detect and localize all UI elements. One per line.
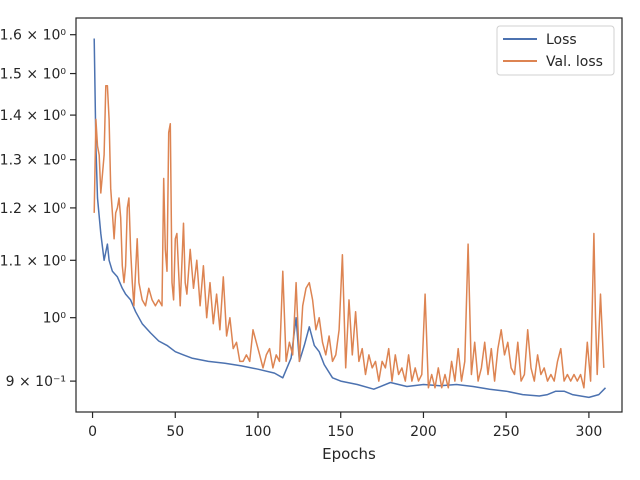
y-tick-label: 10⁰ [43, 311, 67, 327]
y-tick-label: 1.2 × 10⁰ [0, 201, 66, 217]
legend-label-val-loss: Val. loss [546, 54, 603, 70]
y-axis: 9 × 10⁻¹ 10⁰ 1.1 × 10⁰ 1.2 × 10⁰ 1.3 × 10⁰ 1.… [0, 28, 76, 390]
y-tick-label: 1.5 × 10⁰ [0, 67, 66, 83]
series-line-loss [93, 38, 607, 399]
x-axis: 0 50 100 150 200 250 300 [88, 412, 602, 440]
y-tick-label: 1.4 × 10⁰ [0, 108, 66, 124]
x-axis-label: Epochs [322, 445, 376, 463]
x-tick-label: 0 [88, 424, 97, 440]
plot-frame [75, 17, 623, 413]
y-tick-label: 1.3 × 10⁰ [0, 153, 66, 169]
x-tick-label: 250 [493, 424, 520, 440]
legend-label-loss: Loss [546, 32, 577, 48]
y-tick-label: 1.6 × 10⁰ [0, 28, 66, 44]
legend: Loss Val. loss [496, 25, 615, 76]
x-tick-label: 200 [410, 424, 437, 440]
x-tick-label: 100 [245, 424, 272, 440]
y-tick-label: 9 × 10⁻¹ [6, 374, 66, 390]
x-tick-label: 300 [576, 424, 603, 440]
x-tick-label: 150 [327, 424, 354, 440]
y-tick-label: 1.1 × 10⁰ [0, 253, 66, 269]
plot-lines [93, 38, 607, 399]
series-line-val-loss [93, 84, 605, 389]
x-tick-label: 50 [166, 424, 184, 440]
